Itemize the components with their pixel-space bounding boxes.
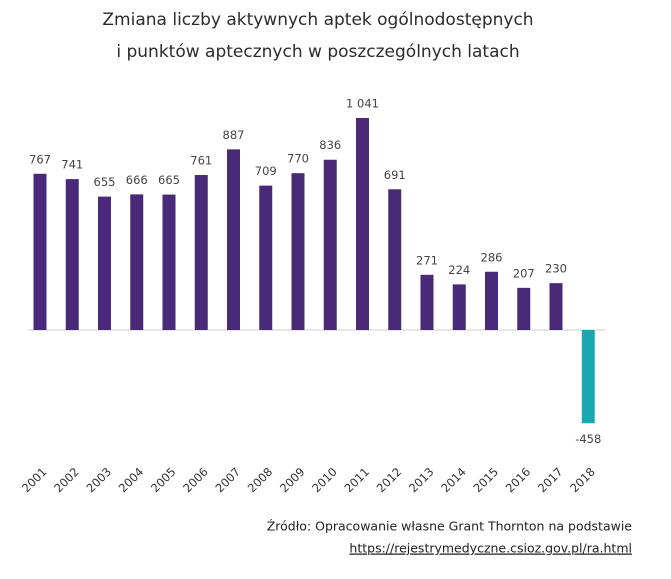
bar bbox=[259, 185, 273, 330]
chart-title: i punktów aptecznych w poszczególnych la… bbox=[116, 42, 519, 62]
x-tick-label: 2016 bbox=[503, 465, 534, 496]
value-label: 887 bbox=[223, 128, 245, 142]
value-label: 655 bbox=[94, 175, 116, 189]
bar bbox=[227, 149, 240, 330]
x-tick-label: 2010 bbox=[309, 465, 340, 496]
bar bbox=[549, 283, 563, 330]
x-tick-label: 2014 bbox=[438, 465, 469, 496]
bar bbox=[388, 189, 402, 330]
value-label: 767 bbox=[29, 152, 51, 166]
value-label: 286 bbox=[481, 250, 503, 264]
x-tick-label: 2018 bbox=[567, 465, 598, 496]
value-label: -458 bbox=[575, 432, 601, 446]
bar bbox=[33, 173, 47, 330]
x-tick-label: 2009 bbox=[277, 465, 308, 496]
source-text: Źródło: Opracowanie własne Grant Thornto… bbox=[267, 519, 633, 534]
source-link[interactable]: https://rejestrymedyczne.csioz.gov.pl/ra… bbox=[349, 541, 632, 556]
x-tick-label: 2007 bbox=[212, 465, 243, 496]
bar bbox=[485, 271, 498, 330]
x-tick-label: 2011 bbox=[341, 465, 372, 496]
x-tick-label: 2003 bbox=[83, 465, 114, 496]
bar bbox=[581, 330, 595, 424]
chart-title: Zmiana liczby aktywnych aptek ogólnodost… bbox=[102, 10, 533, 30]
x-tick-label: 2012 bbox=[374, 465, 405, 496]
x-tick-label: 2002 bbox=[51, 465, 82, 496]
bar bbox=[452, 284, 466, 330]
bar bbox=[65, 179, 79, 330]
value-label: 761 bbox=[190, 154, 212, 168]
x-tick-label: 2017 bbox=[535, 465, 566, 496]
bar bbox=[162, 194, 176, 330]
value-label: 770 bbox=[287, 152, 309, 166]
value-label: 836 bbox=[319, 138, 341, 152]
value-label: 665 bbox=[158, 173, 180, 187]
bar bbox=[98, 196, 111, 330]
bar bbox=[130, 194, 144, 330]
value-label: 691 bbox=[384, 168, 406, 182]
x-tick-label: 2001 bbox=[19, 465, 50, 496]
value-label: 230 bbox=[545, 262, 567, 276]
bar bbox=[420, 274, 434, 330]
value-label: 271 bbox=[416, 253, 438, 267]
value-label: 1 041 bbox=[346, 97, 379, 111]
value-label: 666 bbox=[126, 173, 148, 187]
bar bbox=[194, 175, 208, 330]
bar bbox=[323, 159, 337, 330]
x-tick-label: 2013 bbox=[406, 465, 437, 496]
value-label: 709 bbox=[255, 164, 277, 178]
x-tick-label: 2006 bbox=[180, 465, 211, 496]
bar bbox=[291, 173, 305, 330]
x-tick-label: 2008 bbox=[245, 465, 276, 496]
bar bbox=[517, 287, 531, 330]
value-label: 224 bbox=[448, 263, 470, 277]
x-tick-label: 2004 bbox=[116, 465, 147, 496]
x-tick-label: 2015 bbox=[470, 465, 501, 496]
value-label: 741 bbox=[61, 158, 83, 172]
bar bbox=[356, 118, 369, 330]
value-label: 207 bbox=[513, 266, 535, 280]
x-tick-label: 2005 bbox=[148, 465, 179, 496]
